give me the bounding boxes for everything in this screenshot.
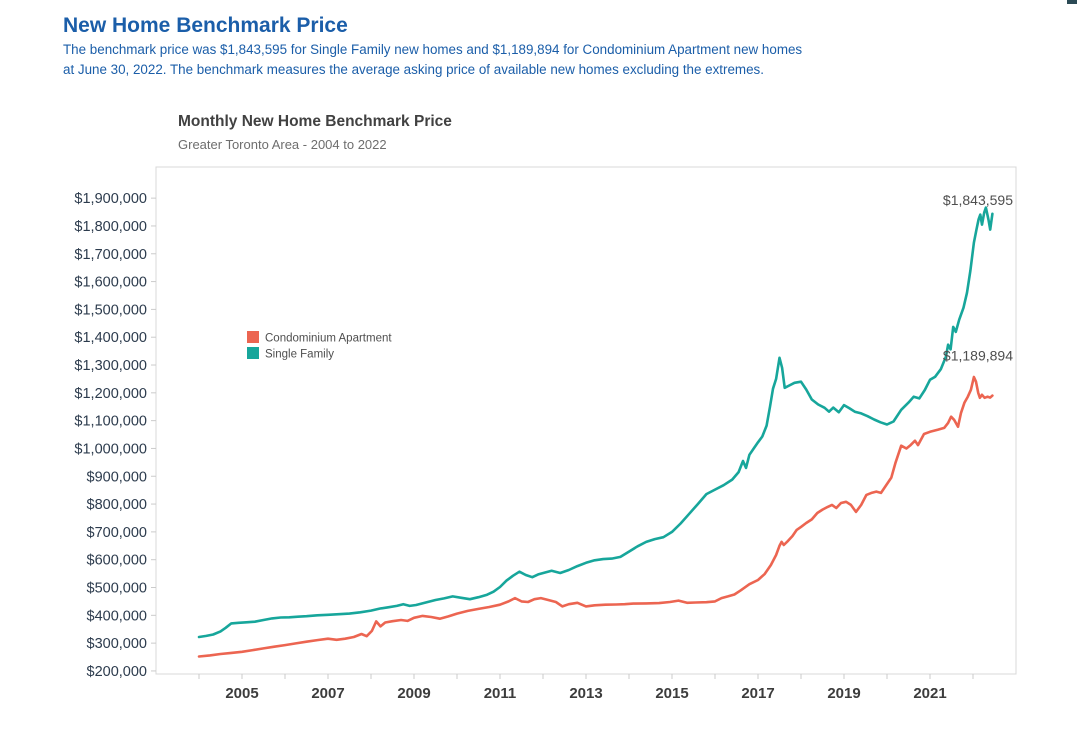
legend-swatch-single-family[interactable] <box>247 347 259 359</box>
annotation-single-family: $1,843,595 <box>943 192 1013 208</box>
window-crop-artifact <box>1067 0 1077 4</box>
y-tick-label: $700,000 <box>87 525 147 541</box>
x-tick-label: 2013 <box>569 685 602 702</box>
page-subtitle-line2: at June 30, 2022. The benchmark measures… <box>63 62 764 77</box>
y-tick-label: $1,200,000 <box>74 386 147 402</box>
series-line-single-family[interactable] <box>197 206 994 639</box>
page-subtitle: The benchmark price was $1,843,595 for S… <box>63 40 802 80</box>
y-tick-label: $1,000,000 <box>74 441 147 457</box>
plot-area[interactable] <box>155 166 1017 675</box>
x-tick-label: 2011 <box>484 685 517 702</box>
x-tick-label: 2019 <box>827 685 860 702</box>
x-tick-label: 2007 <box>311 685 344 702</box>
series-line-condominium-apartment[interactable] <box>197 375 994 658</box>
y-tick-label: $1,900,000 <box>74 191 147 207</box>
y-tick-label: $1,500,000 <box>74 302 147 318</box>
x-axis: 2005 2007 2009 2011 2013 2015 2017 2019 2021 <box>198 674 974 702</box>
y-tick-label: $400,000 <box>87 608 147 624</box>
y-tick-label: $900,000 <box>87 469 147 485</box>
y-tick-label: $1,100,000 <box>74 414 147 430</box>
chart-subtitle: Greater Toronto Area - 2004 to 2022 <box>178 137 387 152</box>
legend: Condominium Apartment Single Family <box>247 331 392 361</box>
legend-label[interactable]: Condominium Apartment <box>265 333 392 345</box>
y-tick-label: $500,000 <box>87 581 147 597</box>
y-tick-label: $1,300,000 <box>74 358 147 374</box>
y-tick-label: $600,000 <box>87 553 147 569</box>
chart-title: Monthly New Home Benchmark Price <box>178 113 452 130</box>
y-tick-label: $1,400,000 <box>74 330 147 346</box>
x-tick-label: 2017 <box>741 685 774 702</box>
y-tick-label: $300,000 <box>87 636 147 652</box>
y-tick-label: $1,800,000 <box>74 219 147 235</box>
x-tick-label: 2009 <box>397 685 430 702</box>
x-tick-label: 2015 <box>655 685 688 702</box>
y-tick-label: $800,000 <box>87 497 147 513</box>
page-subtitle-line1: The benchmark price was $1,843,595 for S… <box>63 42 803 57</box>
legend-swatch-condominium-apartment[interactable] <box>247 331 259 343</box>
y-axis: $200,000 $300,000 $400,000 $500,000 $600,000… <box>74 191 156 680</box>
x-tick-label: 2021 <box>913 685 946 702</box>
y-tick-label: $1,600,000 <box>74 275 147 291</box>
y-tick-label: $1,700,000 <box>74 247 147 263</box>
legend-label[interactable]: Single Family <box>265 349 334 361</box>
y-tick-label: $200,000 <box>87 664 147 680</box>
annotation-condominium-apartment: $1,189,894 <box>943 348 1013 364</box>
legend-item-condominium-apartment[interactable]: Condominium Apartment <box>247 331 392 345</box>
page-title: New Home Benchmark Price <box>63 14 348 37</box>
x-tick-label: 2005 <box>225 685 258 702</box>
legend-item-single-family[interactable]: Single Family <box>247 347 334 361</box>
